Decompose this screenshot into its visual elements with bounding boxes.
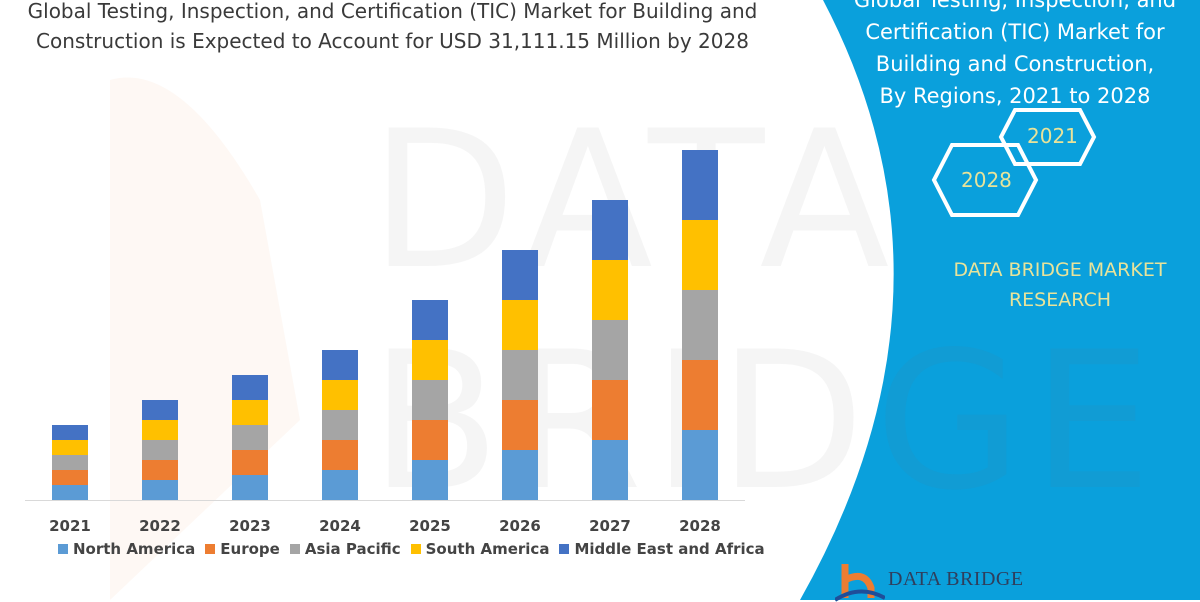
bar-2026-middle-east-and-africa <box>502 250 538 300</box>
x-tick-label: 2027 <box>589 517 631 535</box>
legend-item: Asia Pacific <box>289 540 401 558</box>
bar-2024-asia-pacific <box>322 410 358 440</box>
bar-2021-north-america <box>52 485 88 500</box>
bar-2023-asia-pacific <box>232 425 268 450</box>
hexagon-2021 <box>998 108 1097 166</box>
logo-text: DATA BRIDGE <box>888 568 1024 590</box>
bar-2026-north-america <box>502 450 538 500</box>
bar-2021-south-america <box>52 440 88 455</box>
hex-label-2028: 2028 <box>961 168 1012 192</box>
bar-2027-asia-pacific <box>592 320 628 380</box>
bar-2022-europe <box>142 460 178 480</box>
bar-2028-europe <box>682 360 718 430</box>
bar-2027-middle-east-and-africa <box>592 200 628 260</box>
data-bridge-logo-icon <box>835 564 885 602</box>
bar-2023-north-america <box>232 475 268 500</box>
x-tick-label: 2025 <box>409 517 451 535</box>
panel-title-line: By Regions, 2021 to 2028 <box>879 84 1151 108</box>
legend-swatch <box>205 544 216 554</box>
bar-2026-asia-pacific <box>502 350 538 400</box>
bar-2022-north-america <box>142 480 178 500</box>
bar-2028-asia-pacific <box>682 290 718 360</box>
bar-2025-europe <box>412 420 448 460</box>
bar-2027-south-america <box>592 260 628 320</box>
legend: North America Europe Asia Pacific South … <box>58 540 765 558</box>
bar-2022-south-america <box>142 420 178 440</box>
bar-2023-middle-east-and-africa <box>232 375 268 400</box>
bar-2027-europe <box>592 380 628 440</box>
x-tick-label: 2024 <box>319 517 361 535</box>
bar-2028-north-america <box>682 430 718 500</box>
brand-line-1: DATA BRIDGE MARKET <box>953 259 1167 281</box>
brand-text: DATA BRIDGE MARKET RESEARCH <box>895 255 1200 315</box>
bar-2021-asia-pacific <box>52 455 88 470</box>
bar-2025-asia-pacific <box>412 380 448 420</box>
bar-2023-south-america <box>232 400 268 425</box>
legend-item: South America <box>410 540 550 558</box>
side-panel <box>800 0 1200 600</box>
bar-2025-north-america <box>412 460 448 500</box>
legend-swatch <box>410 544 421 554</box>
panel-title-line: Certification (TIC) Market for <box>865 20 1165 44</box>
bar-2027-north-america <box>592 440 628 500</box>
chart-title: Global Testing, Inspection, and Certific… <box>0 0 785 56</box>
bar-2023-europe <box>232 450 268 475</box>
bar-2028-middle-east-and-africa <box>682 150 718 220</box>
bar-2028-south-america <box>682 220 718 290</box>
legend-item: North America <box>58 540 195 558</box>
legend-swatch <box>289 544 300 554</box>
bar-2025-south-america <box>412 340 448 380</box>
legend-label: North America <box>73 540 196 558</box>
bar-2022-middle-east-and-africa <box>142 400 178 420</box>
legend-label: Asia Pacific <box>304 540 401 558</box>
bar-2024-north-america <box>322 470 358 500</box>
bar-2022-asia-pacific <box>142 440 178 460</box>
x-tick-label: 2022 <box>139 517 181 535</box>
bar-2024-europe <box>322 440 358 470</box>
bar-2021-europe <box>52 470 88 485</box>
legend-swatch <box>58 544 68 554</box>
bar-2026-europe <box>502 400 538 450</box>
legend-label: Middle East and Africa <box>574 540 765 558</box>
bar-2024-middle-east-and-africa <box>322 350 358 380</box>
brand-line-2: RESEARCH <box>1008 289 1112 311</box>
stacked-bar-chart: 2021 2022 2023 2024 2025 2026 2027 2028 <box>25 150 745 535</box>
bar-2024-south-america <box>322 380 358 410</box>
x-tick-label: 2021 <box>49 517 91 535</box>
panel-title-line: Global Testing, Inspection, and <box>853 0 1177 12</box>
hexagon-2028 <box>931 143 1039 217</box>
x-tick-label: 2023 <box>229 517 271 535</box>
bar-2025-middle-east-and-africa <box>412 300 448 340</box>
x-tick-label: 2028 <box>679 517 721 535</box>
title-line-1: Global Testing, Inspection, and Certific… <box>27 0 758 23</box>
legend-item: Middle East and Africa <box>559 540 765 558</box>
title-line-2: Construction is Expected to Account for … <box>36 29 749 53</box>
legend-label: South America <box>425 540 550 558</box>
panel-title: Global Testing, Inspection, and Certific… <box>835 0 1195 112</box>
bar-2021-middle-east-and-africa <box>52 425 88 440</box>
legend-item: Europe <box>205 540 280 558</box>
bar-2026-south-america <box>502 300 538 350</box>
legend-swatch <box>559 544 570 554</box>
x-tick-label: 2026 <box>499 517 541 535</box>
legend-label: Europe <box>220 540 280 558</box>
panel-title-line: Building and Construction, <box>875 52 1155 76</box>
watermark-text: DATA BRIDGE <box>370 90 1162 532</box>
hex-label-2021: 2021 <box>1027 124 1078 148</box>
